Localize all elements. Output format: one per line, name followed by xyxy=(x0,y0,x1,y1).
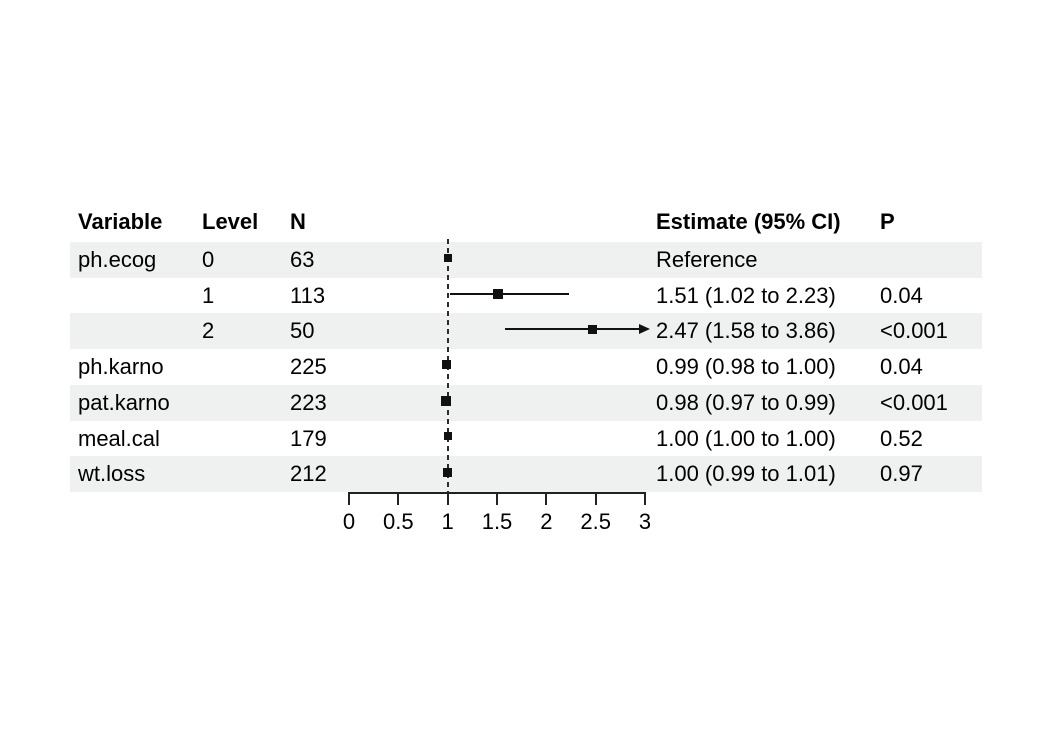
cell-estimate: 0.99 (0.98 to 1.00) xyxy=(656,354,836,380)
x-axis-tick xyxy=(594,493,597,505)
table-row: wt.loss 212 1.00 (0.99 to 1.01) 0.97 xyxy=(70,456,982,492)
table-header-row: Variable Level N Estimate (95% CI) P xyxy=(70,204,982,240)
table-row: pat.karno 223 0.98 (0.97 to 0.99) <0.001 xyxy=(70,384,982,421)
x-axis-tick xyxy=(644,493,646,505)
table-row: ph.ecog 0 63 Reference xyxy=(70,242,982,278)
header-p: P xyxy=(880,209,895,234)
x-axis-tick xyxy=(446,493,449,505)
cell-n: 212 xyxy=(290,461,327,487)
cell-n: 225 xyxy=(290,354,327,380)
cell-p: <0.001 xyxy=(880,318,948,344)
cell-estimate: 1.51 (1.02 to 2.23) xyxy=(656,282,836,308)
header-variable: Variable xyxy=(78,209,163,234)
x-axis-tick-label: 2 xyxy=(540,509,553,534)
table-row: ph.karno 225 0.99 (0.98 to 1.00) 0.04 xyxy=(70,349,982,385)
cell-variable: wt.loss xyxy=(78,461,146,487)
cell-p: 0.04 xyxy=(880,282,923,308)
cell-estimate: Reference xyxy=(656,247,758,272)
table-row: 2 50 2.47 (1.58 to 3.86) <0.001 xyxy=(70,313,982,350)
header-n: N xyxy=(290,209,306,234)
cell-p: 0.04 xyxy=(880,354,923,380)
cell-estimate: 1.00 (1.00 to 1.00) xyxy=(656,425,836,451)
x-axis-tick-label: 2.5 xyxy=(580,509,611,534)
header-level: Level xyxy=(202,209,259,234)
cell-p: 0.97 xyxy=(880,461,923,487)
cell-n: 223 xyxy=(290,389,327,415)
cell-level: 0 xyxy=(202,247,215,272)
x-axis-tick xyxy=(496,493,498,505)
cell-variable: pat.karno xyxy=(78,389,170,415)
cell-n: 63 xyxy=(290,247,315,272)
x-axis-tick-label: 1.5 xyxy=(481,509,513,534)
x-axis-tick xyxy=(397,493,400,505)
cell-n: 179 xyxy=(290,425,327,451)
x-axis-tick-label: 1 xyxy=(441,509,454,534)
table-row: 1 113 1.51 (1.02 to 2.23) 0.04 xyxy=(70,278,982,314)
x-axis-tick-label: 0.5 xyxy=(383,509,414,534)
cell-p: <0.001 xyxy=(880,389,948,415)
cell-estimate: 1.00 (0.99 to 1.01) xyxy=(656,461,836,487)
cell-p: 0.52 xyxy=(880,425,923,451)
x-axis-line xyxy=(348,492,646,494)
cell-level: 1 xyxy=(202,282,215,308)
cell-variable: meal.cal xyxy=(78,425,160,451)
x-axis-tick-label: 0 xyxy=(342,509,356,534)
cell-n: 50 xyxy=(290,318,315,344)
x-axis-tick xyxy=(545,493,548,505)
x-axis-tick-label: 3 xyxy=(638,509,652,534)
header-estimate: Estimate (95% CI) xyxy=(656,209,841,234)
cell-variable: ph.karno xyxy=(78,354,164,380)
cell-n: 113 xyxy=(290,282,326,308)
table-body: ph.ecog 0 63 Reference 1 113 1.51 (1.02 … xyxy=(70,242,982,492)
cell-estimate: 2.47 (1.58 to 3.86) xyxy=(656,318,836,344)
x-axis-tick xyxy=(348,493,350,505)
cell-variable: ph.ecog xyxy=(78,247,157,272)
cell-estimate: 0.98 (0.97 to 0.99) xyxy=(656,389,836,415)
cell-level: 2 xyxy=(202,318,215,344)
table-row: meal.cal 179 1.00 (1.00 to 1.00) 0.52 xyxy=(70,421,982,457)
